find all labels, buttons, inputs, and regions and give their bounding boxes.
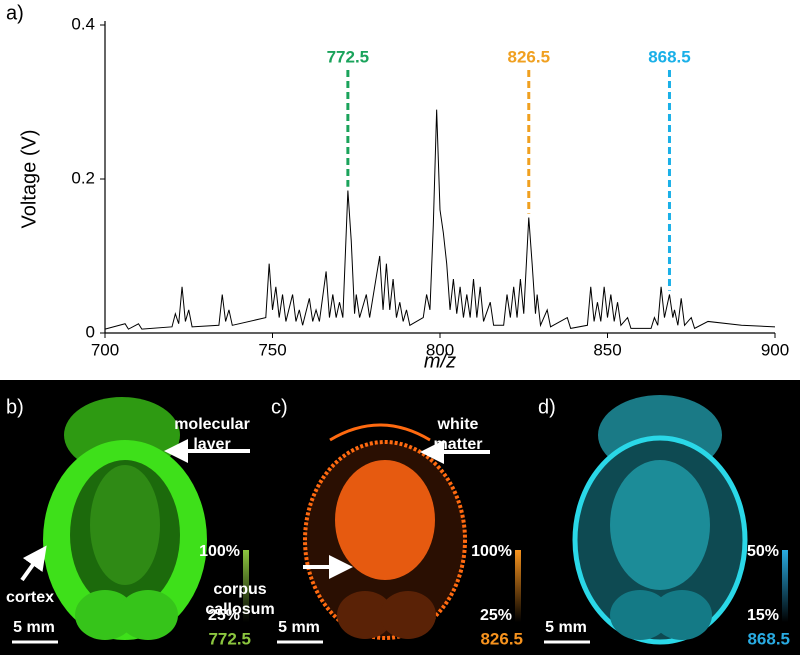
scale-label: 5 mm [545,619,587,636]
annotation-label: 868.5 [648,47,691,66]
mz-label: 868.5 [747,629,790,648]
panel-label: c) [271,396,288,418]
x-tick-label: 700 [91,340,119,359]
x-tick-label: 800 [426,340,454,359]
y-tick-label: 0.2 [71,168,95,187]
x-tick-label: 850 [593,340,621,359]
scale-label: 5 mm [278,619,320,636]
colorbar-max: 100% [199,543,240,560]
colorbar [782,550,788,622]
annotation-label: 772.5 [327,47,370,66]
panel-label: b) [6,396,24,418]
panel-label: d) [538,396,556,418]
brain-image [43,397,207,640]
annotation: molecular [174,416,250,433]
annotation: layer [193,436,230,453]
panel-label: a) [6,2,24,24]
colorbar-max: 100% [471,543,512,560]
x-tick-label: 750 [258,340,286,359]
annotation: white [437,416,479,433]
x-tick-label: 900 [761,340,789,359]
mz-label: 772.5 [208,629,251,648]
annotation: matter [434,436,483,453]
y-tick-label: 0 [86,322,95,341]
colorbar-min: 15% [747,607,779,624]
colorbar-max: 50% [747,543,779,560]
colorbar [515,550,521,622]
brain-image [572,395,748,645]
brain-image [303,423,467,640]
annotation: callosum [205,601,274,618]
mz-label: 826.5 [480,629,523,648]
annotation: cortex [6,589,54,606]
arrow [20,545,47,582]
annotation: corpus [213,581,266,598]
y-axis-label: Voltage (V) [18,130,40,229]
colorbar-min: 25% [208,607,240,624]
scale-label: 5 mm [13,619,55,636]
y-tick-label: 0.4 [71,14,95,33]
colorbar-min: 25% [480,607,512,624]
colorbar [243,550,249,622]
spectrum-line [104,109,776,330]
annotation-label: 826.5 [508,47,551,66]
x-axis-label: m/z [424,350,456,372]
